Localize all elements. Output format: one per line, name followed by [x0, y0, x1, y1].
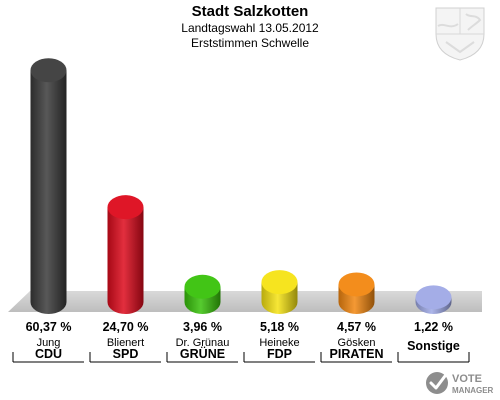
bar-top [415, 285, 452, 310]
bar-sonstige [415, 285, 452, 314]
candidate-label: Dr. Grünau [176, 337, 230, 349]
party-label: FDP [267, 347, 292, 361]
nrw-coat-of-arms-icon [435, 7, 485, 61]
value-label: 60,37 % [26, 320, 72, 334]
party-label: CDU [35, 347, 62, 361]
value-label: 5,18 % [260, 320, 299, 334]
bar-body [30, 70, 67, 314]
bar-fdp [261, 270, 298, 314]
bar-grüne [184, 274, 221, 314]
votemanager-check-icon [426, 372, 448, 394]
candidate-label: Heineke [259, 337, 299, 349]
party-label: Sonstige [407, 339, 460, 353]
value-label: 24,70 % [103, 320, 149, 334]
party-label: SPD [113, 347, 139, 361]
party-label: PIRATEN [330, 347, 384, 361]
bar-spd [107, 195, 144, 314]
candidate-label: Jung [37, 337, 61, 349]
bar-cdu [30, 58, 67, 314]
votemanager-logo: VOTE MANAGER [426, 372, 494, 395]
chart-subtitle-district: Erststimmen Schwelle [190, 36, 310, 50]
chart-header: Stadt Salzkotten Landtagswahl 13.05.2012… [0, 3, 500, 51]
votemanager-word-1: VOTE [452, 373, 482, 385]
candidate-label: Gösken [338, 337, 376, 349]
chart-floor [8, 291, 482, 312]
chart-subtitle-election: Landtagswahl 13.05.2012 [181, 21, 319, 35]
party-label: GRÜNE [180, 346, 225, 361]
chart-title: Stadt Salzkotten [191, 3, 309, 20]
votemanager-word-2: MANAGER [452, 386, 494, 395]
bar-piraten [338, 272, 375, 314]
bar-top [30, 58, 67, 83]
value-label: 4,57 % [337, 320, 376, 334]
bar-top [338, 272, 375, 297]
bar-top [107, 195, 144, 220]
bar-top [184, 274, 221, 299]
value-label: 3,96 % [183, 320, 222, 334]
bar-top [261, 270, 298, 295]
bar-body [107, 207, 144, 314]
value-label: 1,22 % [414, 320, 453, 334]
candidate-label: Blienert [107, 337, 144, 349]
